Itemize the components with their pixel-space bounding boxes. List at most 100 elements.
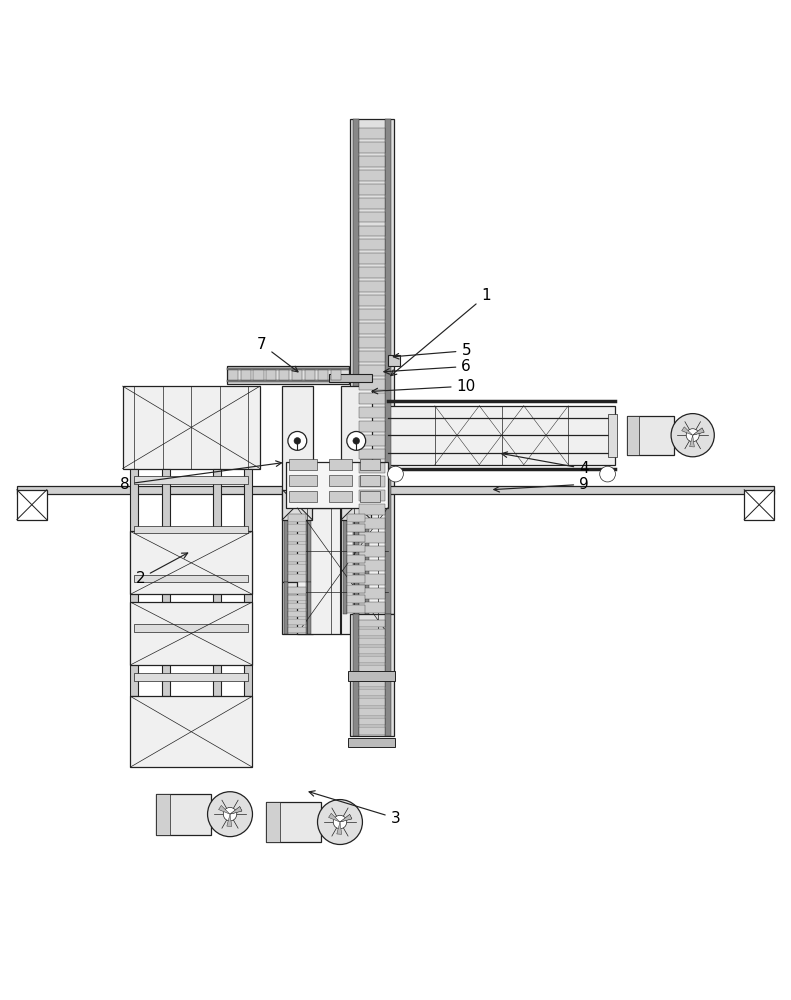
- Bar: [288, 564, 306, 572]
- Polygon shape: [230, 807, 242, 814]
- Bar: [348, 738, 396, 747]
- Bar: [329, 491, 352, 502]
- Bar: [353, 673, 359, 736]
- Polygon shape: [337, 822, 342, 834]
- Bar: [288, 514, 306, 522]
- Text: 2: 2: [135, 553, 187, 586]
- Bar: [365, 508, 369, 614]
- Bar: [359, 323, 385, 334]
- Bar: [297, 508, 388, 634]
- Bar: [350, 673, 395, 736]
- Bar: [359, 421, 385, 432]
- Bar: [134, 673, 248, 681]
- Bar: [359, 679, 385, 687]
- Polygon shape: [230, 807, 242, 814]
- Circle shape: [671, 414, 714, 457]
- Text: 9: 9: [494, 477, 589, 492]
- Bar: [359, 490, 385, 501]
- Text: 6: 6: [384, 359, 471, 374]
- Bar: [244, 469, 252, 696]
- Bar: [282, 582, 313, 634]
- Bar: [359, 379, 385, 390]
- Bar: [359, 351, 385, 362]
- Bar: [288, 544, 306, 552]
- Bar: [288, 587, 306, 594]
- Bar: [359, 253, 385, 264]
- Bar: [359, 518, 385, 529]
- Circle shape: [353, 438, 360, 444]
- Bar: [266, 802, 280, 842]
- Bar: [359, 620, 385, 627]
- Text: 3: 3: [309, 791, 400, 826]
- Polygon shape: [340, 814, 352, 822]
- Polygon shape: [690, 435, 694, 447]
- Bar: [607, 414, 617, 457]
- Bar: [359, 435, 385, 446]
- Bar: [359, 365, 385, 376]
- Bar: [284, 508, 288, 582]
- Circle shape: [333, 815, 346, 829]
- Circle shape: [346, 431, 365, 450]
- Bar: [359, 226, 385, 236]
- Bar: [347, 535, 365, 542]
- Bar: [288, 611, 306, 617]
- Polygon shape: [682, 427, 693, 435]
- Text: 5: 5: [393, 343, 471, 359]
- Bar: [744, 490, 774, 520]
- Bar: [227, 366, 349, 384]
- Bar: [359, 665, 385, 672]
- Bar: [359, 629, 385, 636]
- Bar: [288, 574, 306, 582]
- Bar: [306, 582, 311, 634]
- Bar: [359, 574, 385, 585]
- Polygon shape: [693, 428, 704, 435]
- Bar: [282, 508, 313, 582]
- Circle shape: [288, 431, 307, 450]
- Bar: [288, 524, 306, 532]
- Bar: [134, 624, 248, 632]
- Bar: [340, 386, 372, 508]
- Bar: [359, 267, 385, 278]
- Bar: [359, 295, 385, 306]
- Bar: [359, 532, 385, 543]
- Bar: [134, 526, 248, 533]
- Bar: [359, 393, 385, 404]
- Polygon shape: [340, 814, 352, 822]
- Bar: [288, 627, 306, 633]
- Text: 8: 8: [119, 461, 282, 492]
- Bar: [288, 534, 306, 542]
- Bar: [131, 469, 138, 696]
- Bar: [347, 605, 365, 613]
- Circle shape: [317, 800, 362, 844]
- Bar: [359, 198, 385, 209]
- Bar: [347, 585, 365, 593]
- Bar: [359, 698, 385, 706]
- Bar: [359, 212, 385, 222]
- Bar: [359, 647, 385, 654]
- Bar: [266, 802, 321, 842]
- Bar: [347, 514, 365, 522]
- Circle shape: [600, 466, 615, 482]
- Bar: [350, 119, 395, 614]
- Bar: [360, 459, 380, 470]
- Bar: [385, 673, 391, 736]
- Circle shape: [388, 466, 403, 482]
- Bar: [282, 386, 313, 508]
- Bar: [340, 508, 372, 614]
- Circle shape: [207, 792, 252, 837]
- Bar: [359, 239, 385, 250]
- Bar: [359, 184, 385, 195]
- Bar: [292, 370, 302, 380]
- Bar: [359, 309, 385, 320]
- Bar: [347, 545, 365, 552]
- Bar: [359, 560, 385, 571]
- Bar: [305, 370, 315, 380]
- Bar: [343, 508, 347, 614]
- Bar: [329, 459, 352, 470]
- Bar: [156, 794, 211, 835]
- Bar: [353, 614, 359, 673]
- Bar: [306, 508, 311, 582]
- Bar: [359, 142, 385, 153]
- Bar: [131, 602, 252, 665]
- Bar: [288, 595, 306, 601]
